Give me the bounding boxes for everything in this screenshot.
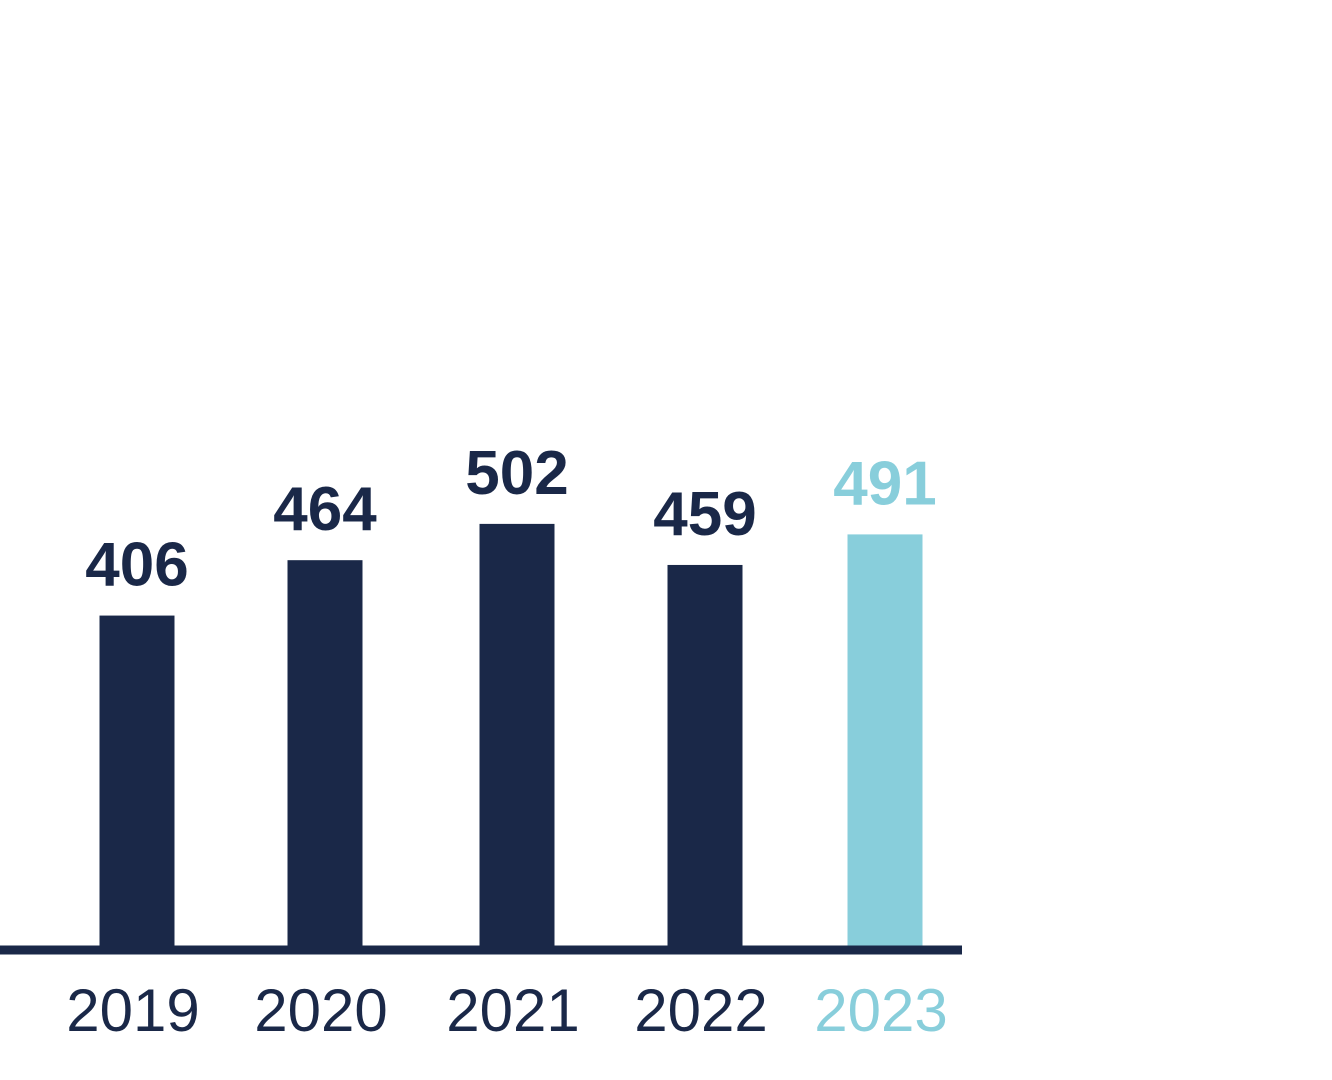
x-tick-label-2020: 2020: [254, 977, 387, 1044]
x-tick-labels-group: 2019 2020 2021 2022 2023: [66, 977, 947, 1044]
value-label-2019: 406: [85, 531, 188, 600]
x-tick-label-2022: 2022: [634, 977, 767, 1044]
x-tick-label-2019: 2019: [66, 977, 199, 1044]
bar-2019: [99, 615, 175, 946]
bars-group: [99, 523, 923, 946]
x-tick-label-2023: 2023: [814, 977, 947, 1044]
value-labels-group: 406 464 502 459 491: [85, 439, 936, 600]
x-tick-label-2021: 2021: [446, 977, 579, 1044]
value-label-2020: 464: [273, 475, 377, 544]
bar-2023: [847, 534, 923, 946]
bar-2020: [287, 560, 363, 946]
bar-2022: [667, 564, 743, 946]
value-label-2021: 502: [465, 439, 568, 508]
bar-2021: [479, 523, 555, 946]
value-label-2022: 459: [653, 480, 756, 549]
value-label-2023: 491: [833, 449, 936, 518]
